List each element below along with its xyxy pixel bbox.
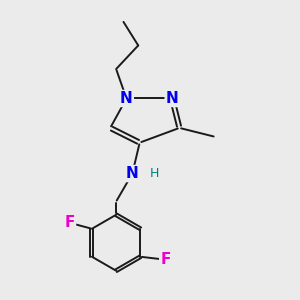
Text: F: F bbox=[160, 252, 171, 267]
Text: N: N bbox=[120, 91, 133, 106]
Text: H: H bbox=[150, 167, 159, 180]
Text: N: N bbox=[166, 91, 178, 106]
Text: F: F bbox=[64, 215, 75, 230]
Text: N: N bbox=[126, 166, 139, 181]
